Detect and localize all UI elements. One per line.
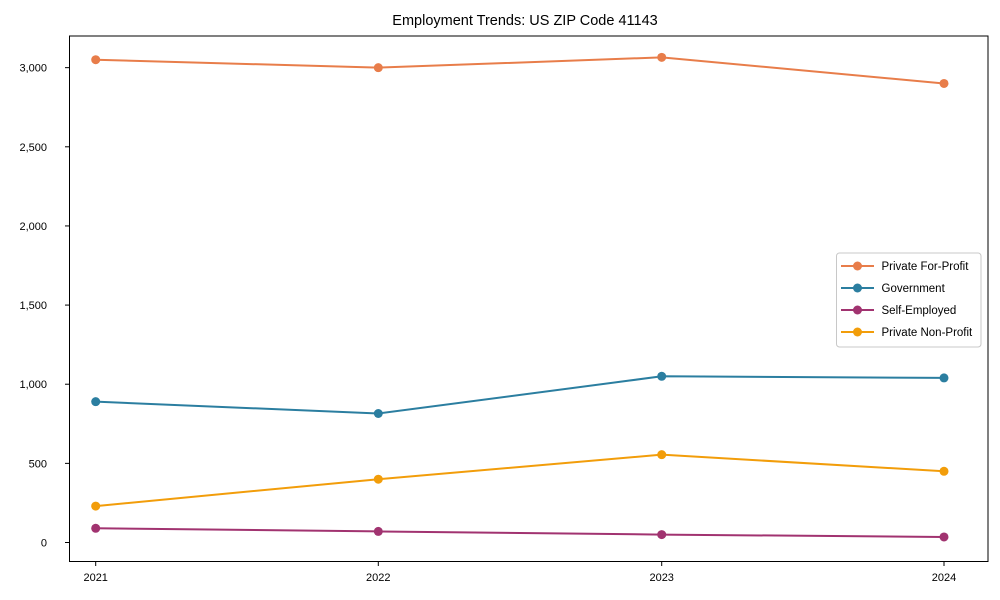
legend-box (836, 252, 982, 348)
data-point-private-non-profit-2024 (939, 466, 949, 476)
data-point-government-2022 (373, 409, 383, 419)
y-tick-label: 2,500 (19, 142, 47, 154)
legend-label: Government (882, 283, 946, 295)
data-point-private-for-profit-2023 (657, 52, 667, 62)
data-point-government-2024 (939, 373, 949, 383)
data-point-private-for-profit-2021 (91, 55, 101, 65)
data-point-private-non-profit-2022 (373, 474, 383, 484)
data-point-government-2021 (91, 397, 101, 407)
legend-label: Self-Employed (882, 305, 957, 317)
y-tick-label: 0 (41, 538, 47, 550)
y-tick-label: 1,500 (19, 300, 47, 312)
x-tick-label: 2022 (366, 572, 390, 584)
data-point-private-for-profit-2024 (939, 78, 949, 88)
legend-swatch-marker (853, 305, 862, 315)
legend-swatch-marker (853, 283, 862, 293)
legend-swatch-marker (853, 261, 862, 271)
legend-label: Private Non-Profit (882, 327, 974, 339)
data-point-government-2023 (657, 371, 667, 381)
y-tick-label: 3,000 (19, 63, 47, 75)
data-point-self-employed-2021 (91, 523, 101, 533)
x-tick-label: 2023 (649, 572, 673, 584)
x-tick-label: 2021 (83, 572, 107, 584)
y-tick-label: 2,000 (19, 221, 47, 233)
x-tick-label: 2024 (932, 572, 956, 584)
plot-border (69, 35, 989, 562)
series-line-self-employed (94, 527, 945, 538)
y-tick-label: 1,000 (19, 379, 47, 391)
data-point-private-non-profit-2021 (91, 501, 101, 511)
data-point-private-non-profit-2023 (657, 450, 667, 460)
data-point-private-for-profit-2022 (373, 63, 383, 73)
series-line-government (94, 375, 945, 415)
data-point-self-employed-2023 (657, 530, 667, 540)
series-line-private-for-profit (94, 56, 945, 85)
chart-title: Employment Trends: US ZIP Code 41143 (392, 13, 657, 29)
y-tick-label: 500 (29, 458, 47, 470)
data-point-self-employed-2022 (373, 526, 383, 536)
legend-swatch-marker (853, 327, 862, 337)
series-line-private-non-profit (94, 453, 945, 508)
data-point-self-employed-2024 (939, 532, 949, 542)
legend-label: Private For-Profit (882, 261, 970, 273)
